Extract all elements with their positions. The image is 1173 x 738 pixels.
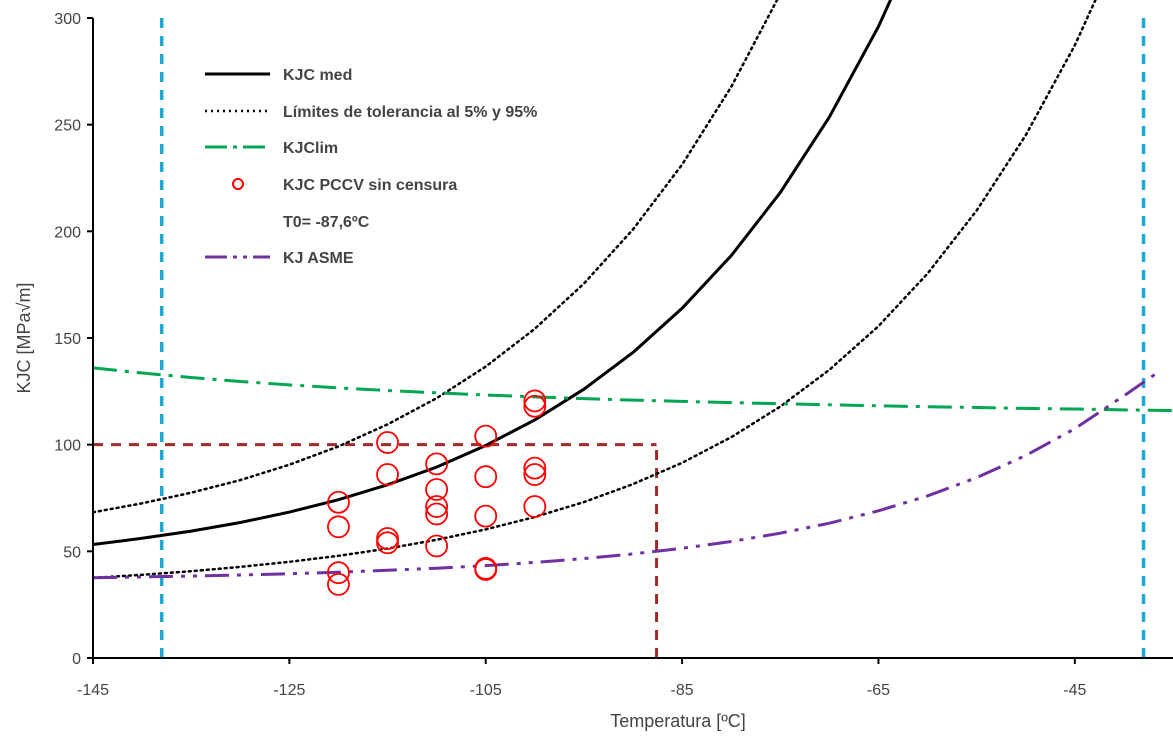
data-point [425, 495, 449, 518]
data-point [474, 558, 498, 581]
data-point [376, 463, 399, 486]
data-point [474, 504, 498, 528]
data-point [327, 561, 350, 585]
data-point [523, 394, 547, 418]
data-point [474, 465, 498, 489]
data-point [327, 515, 350, 539]
legend-label: KJC PCCV sin censura [283, 177, 457, 194]
data-point [376, 531, 399, 555]
x-tick-label: -105 [470, 682, 502, 699]
y-tick-label: 100 [54, 438, 81, 455]
legend-label: Límites de tolerancia al 5% y 95% [283, 104, 537, 121]
data-point [425, 452, 449, 476]
y-tick-label: 200 [54, 224, 81, 241]
x-tick-label: -145 [77, 682, 109, 699]
x-axis-title: Temperatura [ºC] [610, 711, 746, 731]
data-point [327, 573, 350, 596]
y-tick-label: 0 [72, 651, 81, 668]
y-tick-label: 150 [54, 331, 81, 348]
series-line-2 [93, 0, 1097, 580]
legend-marker-swatch [232, 178, 244, 190]
y-tick-label: 300 [54, 11, 81, 28]
data-point [474, 424, 498, 448]
series-line-4 [93, 370, 1160, 580]
data-point [376, 431, 399, 454]
data-point [425, 478, 449, 501]
x-tick-label: -45 [1063, 682, 1086, 699]
y-axis-title: KJC [MPa√m] [14, 283, 34, 394]
data-point [425, 502, 449, 526]
legend-label: KJ ASME [283, 250, 354, 267]
x-tick-label: -85 [671, 682, 694, 699]
data-point [523, 463, 547, 486]
data-point [376, 527, 399, 550]
legend-label: KJClim [283, 140, 338, 157]
series-line-1 [93, 0, 779, 514]
data-point [425, 534, 449, 558]
data-point [523, 456, 547, 480]
x-tick-label: -65 [867, 682, 890, 699]
legend-label: KJC med [283, 67, 352, 84]
y-tick-label: 250 [54, 118, 81, 135]
data-point [523, 495, 547, 518]
y-tick-label: 50 [63, 544, 81, 561]
series-line-3 [93, 366, 1173, 412]
data-point [327, 490, 350, 514]
x-tick-label: -125 [273, 682, 305, 699]
data-point [523, 389, 547, 413]
annotation-t0: T0= -87,6ºC [283, 214, 370, 231]
series-line-0 [93, 0, 893, 546]
